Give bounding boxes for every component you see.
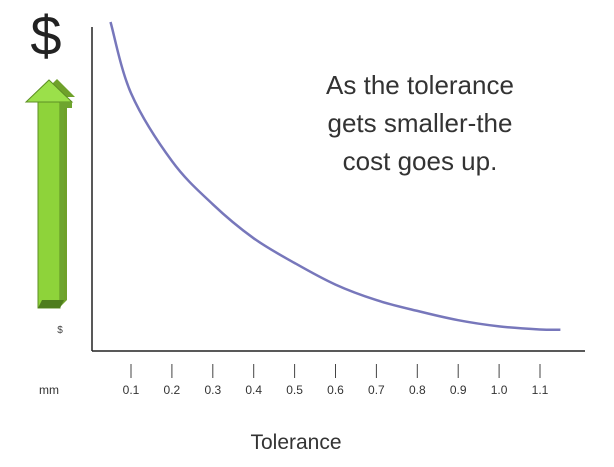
x-tick-label: 0.6: [327, 383, 344, 397]
annotation-line-1: As the tolerance: [326, 70, 514, 100]
x-tick-label: 0.1: [123, 383, 140, 397]
cost-curve: [109, 21, 561, 332]
y-axis-small-label: $: [57, 325, 63, 336]
annotation-text: As the tolerance gets smaller-the cost g…: [270, 66, 570, 180]
x-unit-label: mm: [39, 383, 59, 397]
y-axis-title: $: [30, 4, 61, 67]
x-axis-title: Tolerance: [250, 431, 341, 454]
x-tick-label: 1.0: [491, 383, 508, 397]
x-tick-label: 0.7: [368, 383, 385, 397]
x-tick-label: 0.2: [164, 383, 181, 397]
x-ticks: [130, 364, 541, 378]
annotation-line-3: cost goes up.: [342, 146, 498, 176]
x-tick-label: 0.5: [286, 383, 303, 397]
x-tick-label: 0.9: [450, 383, 467, 397]
annotation-line-2: gets smaller-the: [327, 108, 513, 138]
x-tick-label: 0.8: [409, 383, 426, 397]
cost-up-arrow-icon: [24, 79, 75, 309]
x-tick-labels: 0.1 0.2 0.3 0.4 0.5 0.6 0.7 0.8 0.9 1.0 1.1: [123, 383, 549, 397]
x-tick-label: 0.4: [245, 383, 262, 397]
x-tick-label: 0.3: [204, 383, 221, 397]
x-tick-label: 1.1: [532, 383, 549, 397]
